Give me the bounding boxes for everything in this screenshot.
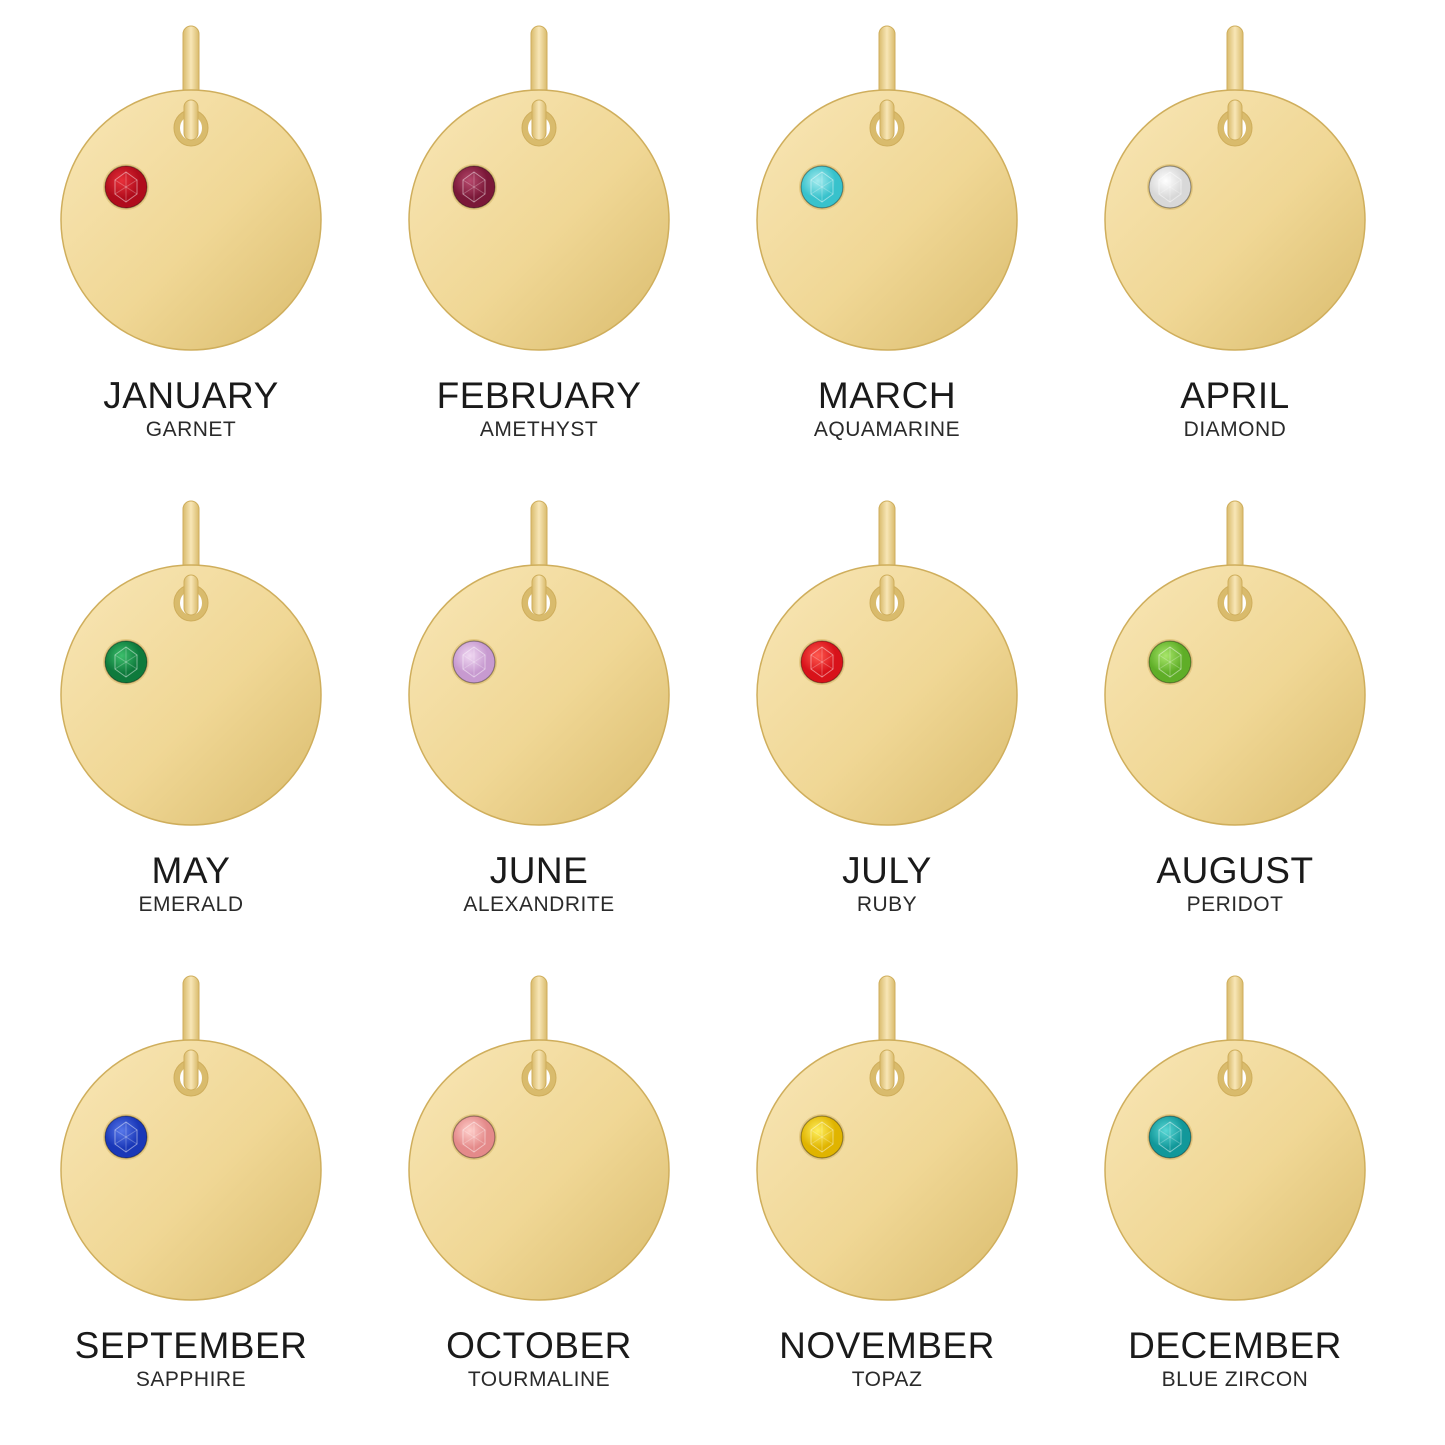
birthstone-charm-card: AUGUST PERIDOT: [1054, 495, 1416, 970]
month-label: MARCH: [817, 375, 957, 416]
round-gemstone-icon: [1148, 1115, 1192, 1159]
birthstone-label: SAPPHIRE: [135, 1368, 247, 1391]
gold-disc-pendant-icon: [60, 25, 322, 351]
gold-disc-pendant-icon: [408, 500, 670, 826]
birthstone-charm-card: OCTOBER TOURMALINE: [358, 970, 720, 1445]
round-gemstone-icon: [1148, 640, 1192, 684]
round-gemstone-icon: [104, 1115, 148, 1159]
birthstone-charm-card: SEPTEMBER SAPPHIRE: [10, 970, 372, 1445]
birthstone-label: ALEXANDRITE: [463, 893, 615, 916]
month-label: FEBRUARY: [436, 375, 642, 416]
gold-disc-pendant-icon: [408, 975, 670, 1301]
round-gemstone-icon: [104, 640, 148, 684]
round-gemstone-icon: [800, 1115, 844, 1159]
month-label: JUNE: [489, 850, 589, 891]
birthstone-label: BLUE ZIRCON: [1161, 1368, 1309, 1391]
month-label: JULY: [842, 850, 932, 891]
month-label: AUGUST: [1156, 850, 1314, 891]
gold-disc-pendant-icon: [1104, 25, 1366, 351]
round-gemstone-icon: [1148, 165, 1192, 209]
birthstone-label: PERIDOT: [1186, 893, 1284, 916]
birthstone-charm-card: JANUARY GARNET: [10, 20, 372, 495]
birthstone-label: AQUAMARINE: [813, 418, 961, 441]
birthstone-charm-card: MAY EMERALD: [10, 495, 372, 970]
birthstone-label: AMETHYST: [479, 418, 599, 441]
birthstone-charm-card: MARCH AQUAMARINE: [706, 20, 1068, 495]
gold-disc-pendant-icon: [756, 975, 1018, 1301]
birthstone-charm-card: APRIL DIAMOND: [1054, 20, 1416, 495]
birthstone-label: GARNET: [145, 418, 237, 441]
birthstone-charm-card: NOVEMBER TOPAZ: [706, 970, 1068, 1445]
round-gemstone-icon: [800, 165, 844, 209]
birthstone-charm-card: DECEMBER BLUE ZIRCON: [1054, 970, 1416, 1445]
birthstone-charm-card: JUNE ALEXANDRITE: [358, 495, 720, 970]
month-label: SEPTEMBER: [74, 1325, 308, 1366]
birthstone-label: RUBY: [856, 893, 918, 916]
round-gemstone-icon: [452, 640, 496, 684]
round-gemstone-icon: [452, 165, 496, 209]
gold-disc-pendant-icon: [1104, 500, 1366, 826]
gold-disc-pendant-icon: [756, 25, 1018, 351]
birthstone-label: TOURMALINE: [467, 1368, 611, 1391]
gold-disc-pendant-icon: [60, 975, 322, 1301]
birthstone-label: DIAMOND: [1183, 418, 1287, 441]
birthstone-charm-card: FEBRUARY AMETHYST: [358, 20, 720, 495]
round-gemstone-icon: [104, 165, 148, 209]
gold-disc-pendant-icon: [756, 500, 1018, 826]
month-label: NOVEMBER: [779, 1325, 995, 1366]
month-label: DECEMBER: [1128, 1325, 1342, 1366]
round-gemstone-icon: [452, 1115, 496, 1159]
round-gemstone-icon: [800, 640, 844, 684]
birthstone-label: TOPAZ: [851, 1368, 923, 1391]
month-label: JANUARY: [103, 375, 279, 416]
month-label: APRIL: [1180, 375, 1290, 416]
month-label: MAY: [151, 850, 231, 891]
month-label: OCTOBER: [446, 1325, 632, 1366]
gold-disc-pendant-icon: [408, 25, 670, 351]
birthstone-charm-card: JULY RUBY: [706, 495, 1068, 970]
gold-disc-pendant-icon: [1104, 975, 1366, 1301]
birthstone-label: EMERALD: [138, 893, 244, 916]
gold-disc-pendant-icon: [60, 500, 322, 826]
